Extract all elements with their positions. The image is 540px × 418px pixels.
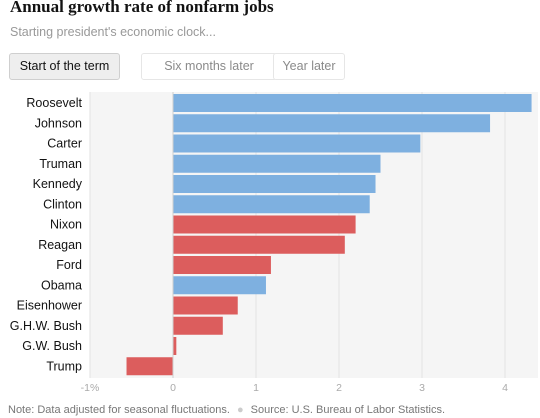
bar-johnson: [173, 114, 491, 133]
bar-carter: [173, 134, 421, 153]
footnote-separator-dot: ●: [236, 404, 244, 416]
chart-footnote: Note: Data adjusted for seasonal fluctua…: [8, 403, 445, 417]
category-label: Johnson: [35, 116, 82, 130]
bar-nixon: [173, 215, 356, 234]
bar-trump: [126, 357, 173, 376]
category-label: Obama: [41, 278, 82, 292]
tab-year-later[interactable]: Year later: [273, 53, 345, 80]
x-tick-label: 2: [336, 382, 342, 394]
category-label: Nixon: [50, 218, 82, 232]
bar-g-w-bush: [173, 337, 177, 355]
tab-start-of-term[interactable]: Start of the term: [9, 53, 120, 80]
bar-clinton: [173, 195, 370, 214]
category-label: Eisenhower: [17, 299, 82, 313]
category-label: G.H.W. Bush: [10, 319, 82, 333]
category-label: Roosevelt: [26, 96, 82, 110]
chart-subtitle: Starting president's economic clock...: [10, 25, 216, 39]
bar-kennedy: [173, 175, 376, 193]
chart-title: Annual growth rate of nonfarm jobs: [10, 0, 274, 16]
bar-reagan: [173, 235, 345, 254]
bar-eisenhower: [173, 296, 238, 315]
category-label: Clinton: [43, 197, 82, 211]
bar-obama: [173, 276, 266, 295]
x-tick-label: 0: [170, 382, 176, 394]
bar-g-h-w-bush: [173, 316, 223, 335]
category-label: Carter: [47, 137, 82, 151]
x-tick-label: 4: [502, 382, 508, 394]
x-tick-label: 3: [419, 382, 425, 394]
category-label: Trump: [46, 359, 82, 373]
bar-truman: [173, 154, 381, 173]
x-tick-label: 1: [253, 382, 259, 394]
category-label: Ford: [56, 258, 82, 272]
category-label: Reagan: [38, 238, 82, 252]
footnote-note: Note: Data adjusted for seasonal fluctua…: [8, 404, 230, 416]
category-label: Truman: [39, 157, 82, 171]
bar-ford: [173, 256, 271, 274]
category-label: Kennedy: [33, 177, 83, 191]
tab-six-months-later[interactable]: Six months later: [141, 53, 277, 80]
bar-chart: Roosevelt Johnson Carter Truman Kennedy Clint…: [9, 92, 532, 394]
footnote-source: Source: U.S. Bureau of Labor Statistics.: [250, 404, 446, 416]
x-tick-label: -1%: [81, 382, 100, 394]
category-label: G.W. Bush: [22, 339, 82, 353]
bar-roosevelt: [173, 94, 532, 112]
